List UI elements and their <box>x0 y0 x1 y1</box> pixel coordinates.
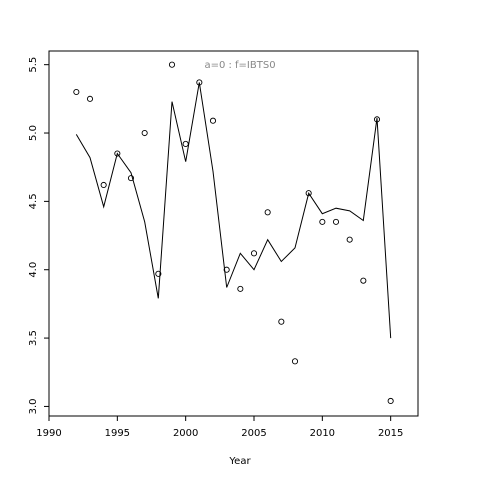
data-point <box>291 358 299 365</box>
x-axis: 1990 1995 2000 2005 2010 2015 <box>36 416 403 439</box>
data-point <box>332 218 340 225</box>
data-point <box>141 129 148 137</box>
y-axis: 3.0 3.5 4.0 4.5 5.0 5.5 <box>28 57 49 414</box>
data-point <box>127 175 135 182</box>
y-tick-label: 5.5 <box>28 57 39 73</box>
data-point <box>86 95 94 102</box>
data-point <box>182 140 189 148</box>
y-tick-label: 5.0 <box>28 125 39 141</box>
x-tick-label: 2010 <box>310 428 335 439</box>
data-point <box>223 266 230 273</box>
data-point <box>237 285 244 292</box>
data-point <box>346 236 353 243</box>
data-point <box>100 181 107 189</box>
x-axis-title: Year <box>228 456 251 467</box>
y-tick-label: 3.0 <box>28 398 39 414</box>
y-tick-label: 4.5 <box>28 193 39 209</box>
data-point <box>196 79 203 86</box>
x-tick-label: 1990 <box>36 428 61 439</box>
x-tick-label: 2005 <box>241 428 266 439</box>
data-point <box>168 61 176 68</box>
series-points <box>73 61 394 405</box>
x-tick-label: 2000 <box>173 428 198 439</box>
data-point <box>278 318 285 325</box>
data-point <box>114 150 121 157</box>
data-point <box>373 116 381 123</box>
x-tick-label: 2015 <box>378 428 403 439</box>
data-point <box>387 397 394 405</box>
data-point <box>155 270 162 277</box>
x-tick-label: 1995 <box>105 428 130 439</box>
data-point <box>264 209 271 216</box>
data-point <box>360 277 367 284</box>
y-tick-label: 4.0 <box>28 262 39 278</box>
plot-frame <box>48 50 419 417</box>
data-point <box>319 218 326 225</box>
data-point <box>73 88 80 96</box>
y-tick-label: 3.5 <box>28 330 39 346</box>
data-point <box>209 117 217 124</box>
chart-annotation: a=0 : f=IBTS0 <box>204 60 275 71</box>
data-point <box>250 250 258 257</box>
series-line <box>75 82 392 339</box>
data-point <box>305 190 312 197</box>
